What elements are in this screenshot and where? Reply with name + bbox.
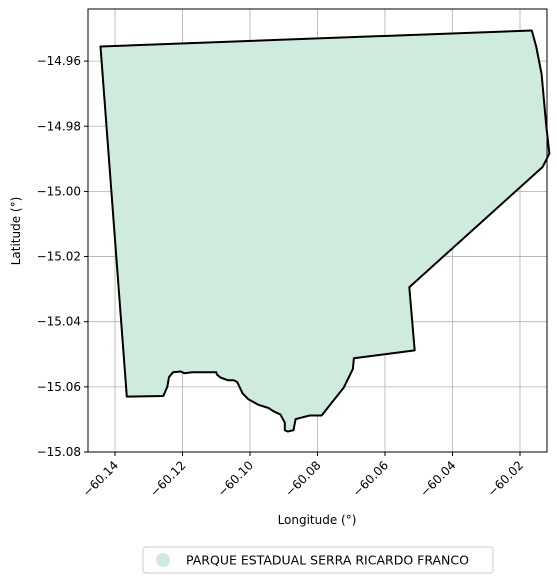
polygon-layer	[99, 29, 551, 433]
y-tick-label: −15.04	[37, 315, 81, 329]
park-polygon-fill	[100, 30, 550, 432]
y-axis-label: Latitude (°)	[9, 197, 23, 266]
legend-entry-label: PARQUE ESTADUAL SERRA RICARDO FRANCO	[186, 553, 469, 568]
y-tick-label: −15.06	[37, 380, 81, 394]
y-axis-ticks: −14.96 −14.98 −15.00 −15.02 −15.04 −15.06 −15.…	[37, 54, 88, 459]
y-tick-label: −15.02	[37, 250, 81, 264]
y-tick-label: −14.96	[37, 54, 81, 68]
y-tick-label: −15.00	[37, 184, 81, 198]
legend: PARQUE ESTADUAL SERRA RICARDO FRANCO	[142, 546, 494, 574]
y-tick-label: −14.98	[37, 119, 81, 133]
park-polygon-boundary	[99, 29, 551, 433]
x-axis-label: Longitude (°)	[278, 513, 357, 527]
legend-box	[142, 546, 494, 574]
y-tick-label: −15.08	[37, 445, 81, 459]
legend-marker	[156, 553, 170, 567]
